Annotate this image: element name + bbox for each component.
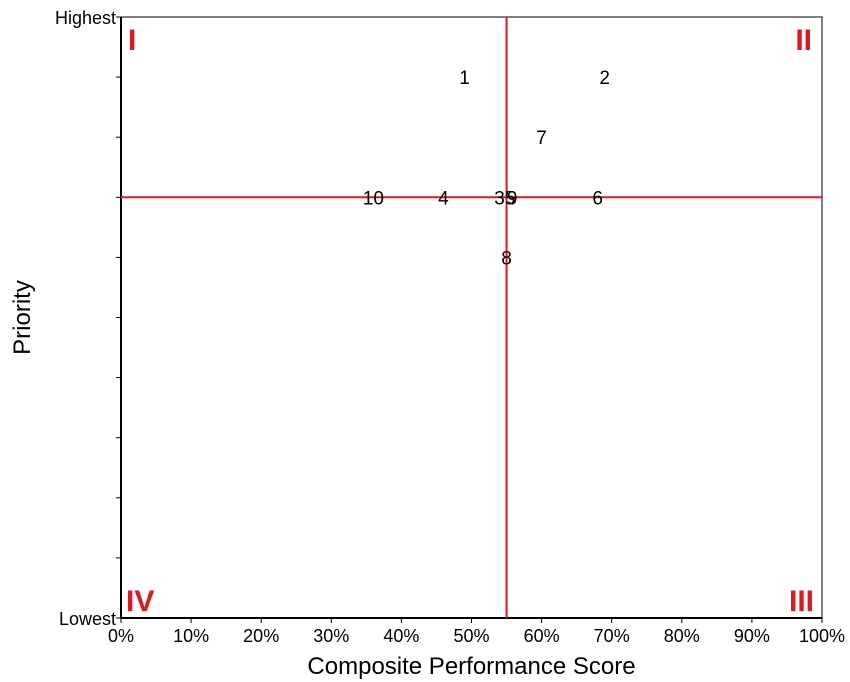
x-tick-label: 20% bbox=[243, 626, 279, 646]
x-tick-label: 40% bbox=[383, 626, 419, 646]
point-label-10: 10 bbox=[363, 188, 384, 209]
point-label-2: 2 bbox=[599, 68, 610, 89]
x-tick-label: 80% bbox=[664, 626, 700, 646]
y-tick-label-highest: Highest bbox=[55, 8, 116, 28]
x-tick-label: 50% bbox=[453, 626, 489, 646]
point-label-6: 6 bbox=[592, 188, 603, 209]
point-label-8: 8 bbox=[501, 248, 512, 269]
x-tick-label: 60% bbox=[524, 626, 560, 646]
plot-frame bbox=[120, 16, 823, 619]
x-tick-label: 90% bbox=[734, 626, 770, 646]
x-tick-label: 70% bbox=[594, 626, 630, 646]
point-label-1: 1 bbox=[459, 68, 470, 89]
quadrant-label-iii: III bbox=[789, 585, 814, 618]
y-tick-label-lowest: Lowest bbox=[59, 609, 116, 629]
quadrant-lines bbox=[121, 17, 822, 618]
x-axis-title: Composite Performance Score bbox=[307, 653, 635, 680]
quadrant-label-iv: IV bbox=[126, 585, 154, 618]
data-points: 1 2 7 10 4 3 59 6 8 bbox=[363, 68, 610, 269]
plot-border bbox=[120, 16, 823, 619]
point-label-4: 4 bbox=[438, 188, 449, 209]
x-tick-label: 0% bbox=[108, 626, 134, 646]
quadrant-label-ii: II bbox=[795, 24, 812, 57]
x-tick-label: 100% bbox=[799, 626, 845, 646]
point-label-7: 7 bbox=[536, 128, 547, 149]
y-axis: Highest Lowest bbox=[55, 8, 121, 629]
point-label-5: 5 bbox=[505, 188, 516, 209]
x-tick-label: 30% bbox=[313, 626, 349, 646]
x-tick-label: 10% bbox=[173, 626, 209, 646]
x-axis: 0% 10% 20% 30% 40% 50% 60% 70% 80% 90% 100% bbox=[108, 618, 845, 646]
point-label-9: 9 bbox=[507, 188, 518, 209]
quadrant-label-i: I bbox=[128, 24, 136, 57]
point-label-3: 3 bbox=[494, 188, 505, 209]
y-axis-title: Priority bbox=[9, 280, 36, 355]
